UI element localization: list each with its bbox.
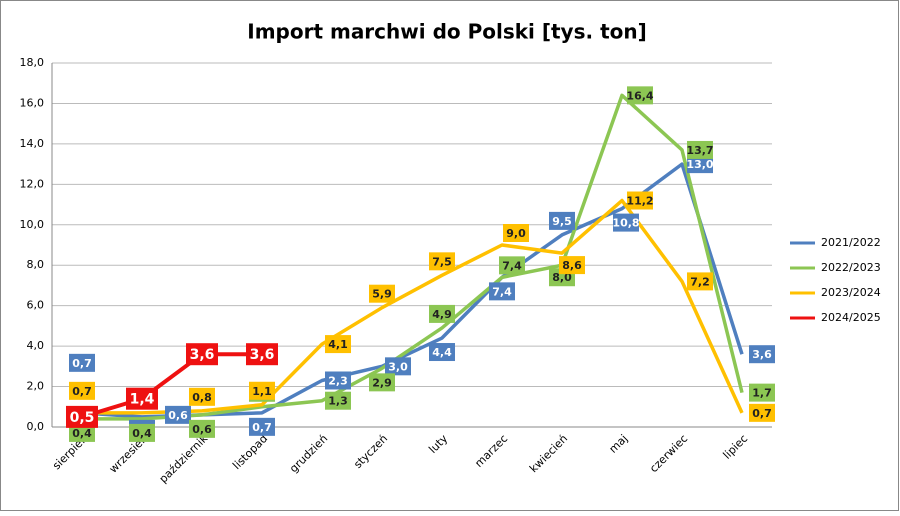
data-label: 8,6: [562, 259, 582, 272]
data-label-box: [749, 403, 775, 422]
data-label: 0,5: [70, 410, 95, 426]
data-label: 0,4: [72, 427, 92, 440]
data-label-box: [246, 343, 278, 366]
data-label: 2,9: [372, 376, 392, 389]
legend-label: 2023/2024: [821, 286, 881, 299]
data-label-box: [687, 272, 713, 291]
data-label-box: [627, 86, 653, 105]
data-label: 16,4: [626, 89, 653, 102]
data-label: 11,2: [626, 195, 653, 208]
y-tick-label: 12,0: [20, 177, 45, 190]
y-tick-label: 6,0: [27, 299, 45, 312]
legend-label: 2021/2022: [821, 236, 881, 249]
y-tick-label: 10,0: [20, 218, 45, 231]
data-label: 4,9: [432, 308, 452, 321]
data-label: 13,0: [686, 158, 713, 171]
data-label-box: [749, 345, 775, 364]
data-label: 10,8: [612, 217, 639, 230]
data-label-box: [499, 256, 525, 275]
series-line: [82, 93, 744, 421]
data-label: 13,7: [686, 144, 713, 157]
data-label-box: [66, 405, 98, 428]
y-tick-label: 18,0: [20, 56, 45, 69]
data-label: 2,3: [328, 374, 348, 387]
data-label: 0,7: [752, 407, 772, 420]
data-label-box: [489, 282, 515, 301]
data-label-box: [189, 419, 215, 438]
series-line: [81, 352, 262, 419]
data-label: 8,0: [552, 271, 572, 284]
data-label-box: [749, 383, 775, 402]
y-tick-label: 14,0: [20, 137, 45, 150]
data-label-box: [249, 417, 275, 436]
data-label-box: [627, 191, 653, 210]
data-label: 7,2: [690, 275, 710, 288]
data-label-box: [559, 256, 585, 275]
data-label-box: [613, 213, 639, 232]
data-label-box: [429, 304, 455, 323]
data-label: 0,7: [72, 357, 92, 370]
data-label-box: [69, 381, 95, 400]
data-label: 1,4: [130, 392, 155, 408]
y-tick-label: 8,0: [27, 258, 45, 271]
data-label-box: [325, 371, 351, 390]
data-label: 3,6: [752, 348, 772, 361]
y-tick-label: 2,0: [27, 380, 45, 393]
data-label-box: [325, 391, 351, 410]
data-label: 1,3: [328, 395, 348, 408]
data-label-box: [429, 252, 455, 271]
data-label-box: [249, 381, 275, 400]
data-label: 7,4: [502, 259, 522, 272]
data-label: 5,9: [372, 288, 392, 301]
data-label-box: [69, 423, 95, 442]
data-label: 3,6: [250, 347, 275, 363]
data-label-box: [429, 343, 455, 362]
y-tick-label: 0,0: [27, 420, 45, 433]
data-label: 1,7: [752, 387, 772, 400]
data-label-box: [165, 405, 191, 424]
data-label: 4,4: [432, 346, 452, 359]
data-label-box: [369, 284, 395, 303]
data-label: 3,0: [388, 360, 408, 373]
data-label-box: [687, 140, 713, 159]
data-label-box: [69, 353, 95, 372]
data-label-box: [186, 343, 218, 366]
data-label: 4,1: [328, 338, 348, 351]
data-label: 0,7: [72, 385, 92, 398]
data-label-box: [385, 357, 411, 376]
chart-title: Import marchwi do Polski [tys. ton]: [247, 20, 647, 44]
y-tick-label: 4,0: [27, 339, 45, 352]
data-label-box: [549, 211, 575, 230]
data-label-box: [126, 387, 158, 410]
legend-label: 2024/2025: [821, 311, 881, 324]
data-label: 0,8: [192, 391, 212, 404]
data-label-box: [687, 155, 713, 174]
data-label-box: [369, 373, 395, 392]
data-label: 0,6: [168, 409, 188, 422]
data-label: 7,5: [432, 255, 452, 268]
data-label: 9,5: [552, 215, 572, 228]
data-label: 9,0: [506, 227, 526, 240]
data-label: 3,6: [190, 347, 215, 363]
legend-label: 2022/2023: [821, 261, 881, 274]
data-label: 7,4: [492, 285, 512, 298]
data-label: 0,6: [192, 423, 212, 436]
data-label: 1,1: [252, 385, 272, 398]
data-label-box: [503, 224, 529, 242]
y-tick-label: 16,0: [20, 96, 45, 109]
data-label: 0,4: [132, 427, 152, 440]
data-label: 0,7: [252, 421, 272, 434]
data-label-box: [189, 387, 215, 406]
data-label-box: [325, 335, 351, 354]
data-label-box: [129, 423, 155, 442]
